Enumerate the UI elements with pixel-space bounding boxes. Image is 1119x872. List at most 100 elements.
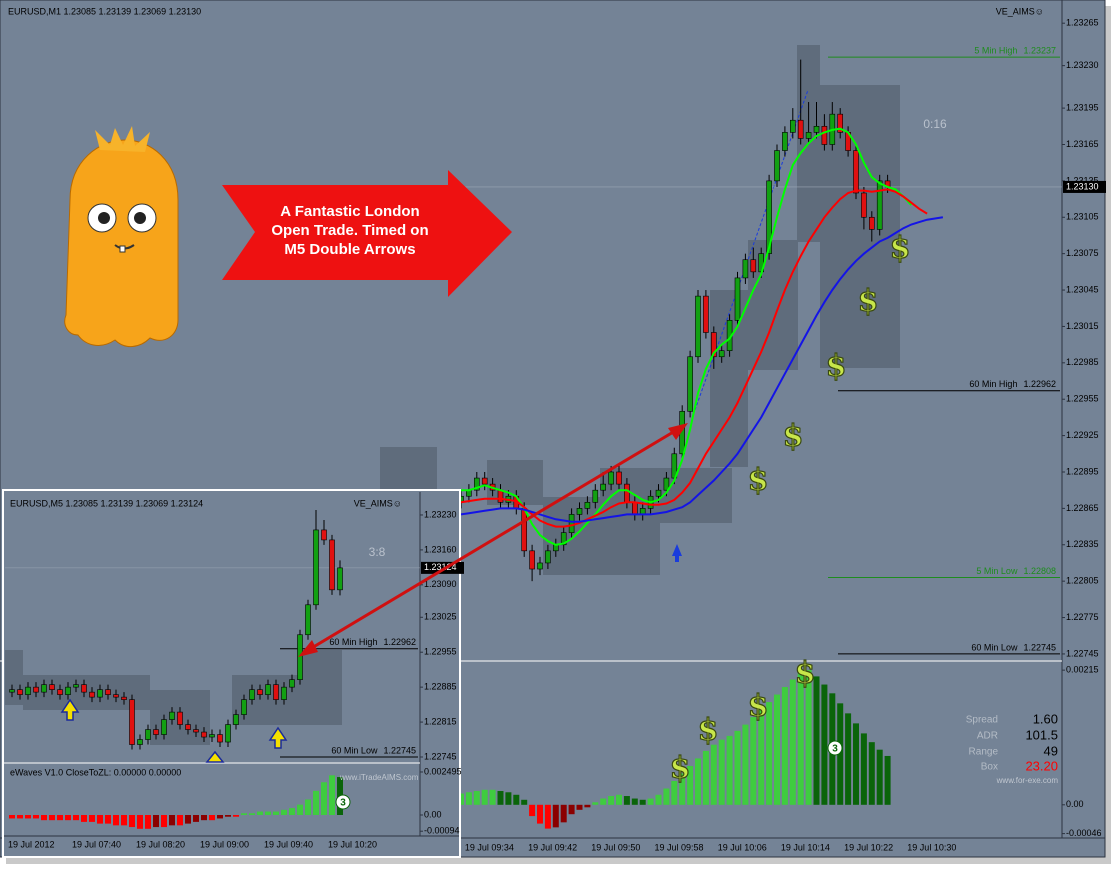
histogram-bar <box>169 815 175 826</box>
y-tick-label: 1.22745 <box>424 751 457 761</box>
candle-body <box>73 684 79 688</box>
box <box>380 447 437 493</box>
histogram-bar <box>750 717 757 805</box>
stat-value: 101.5 <box>1025 727 1058 742</box>
y-tick-label: 1.22955 <box>424 647 457 657</box>
histogram-bar <box>481 789 488 805</box>
y-tick-label: 1.23075 <box>1066 248 1099 258</box>
y-tick-label: 0.00 <box>424 809 442 819</box>
indicator-name: VE_AIMS☺ <box>996 6 1044 16</box>
histogram-bar <box>513 794 520 805</box>
candle-body <box>249 689 255 700</box>
y-tick-label: 1.23230 <box>424 509 457 519</box>
candle-body <box>137 739 143 745</box>
histogram-bar <box>521 799 528 805</box>
y-tick-label: 1.22805 <box>1066 576 1099 586</box>
y-tick-label: 1.22775 <box>1066 612 1099 622</box>
level-label: 5 Min Low <box>976 566 1018 576</box>
candle-body <box>49 684 55 690</box>
x-tick-label: 19 Jul 10:06 <box>718 842 767 852</box>
histogram-bar <box>608 796 615 805</box>
monster-hair <box>95 126 150 152</box>
ma-line <box>461 127 913 546</box>
stats: Spread 1.60 ADR 101.5 Range 49 Box 23.20… <box>966 711 1059 785</box>
candle-body <box>687 356 693 412</box>
wave-label: 3 <box>832 744 838 755</box>
stat-label: Box <box>981 762 998 773</box>
histogram-bar <box>9 815 15 819</box>
histogram-bar <box>281 809 287 815</box>
candle-body <box>718 350 725 358</box>
candle-body <box>241 699 247 715</box>
candle-body <box>337 567 343 591</box>
histogram-bar <box>702 750 709 805</box>
histogram-bar <box>766 702 773 805</box>
level-label: 60 Min High <box>329 637 377 647</box>
candle-body <box>33 686 39 693</box>
timer: 3:8 <box>369 545 386 559</box>
histogram-bar <box>89 815 95 822</box>
candle-body <box>273 684 279 700</box>
monster-body <box>64 139 179 347</box>
candle-body <box>655 489 662 497</box>
candle-body <box>616 471 622 485</box>
histogram-bar <box>616 794 622 805</box>
candle-body <box>233 714 239 725</box>
histogram-bar <box>249 813 255 815</box>
candle-body <box>560 532 567 546</box>
dollar-icon: $ <box>795 656 816 691</box>
indicator-name: VE_AIMS☺ <box>354 498 402 508</box>
histogram-bar <box>225 815 231 817</box>
callout-text: Open Trade. Timed on <box>271 222 428 239</box>
wave-label: 3 <box>340 798 346 809</box>
histogram-bar <box>153 815 159 828</box>
session-boxes <box>380 45 900 575</box>
level-value: 1.22745 <box>383 745 416 755</box>
dollar-icon: $ <box>698 713 719 748</box>
level-value: 1.22962 <box>1023 379 1056 389</box>
arrow-up <box>672 544 682 562</box>
candle-body <box>97 689 103 698</box>
candle-body <box>113 694 119 698</box>
candle-body <box>797 119 804 139</box>
level-label: 60 Min High <box>969 379 1017 389</box>
dollar-icon: $ <box>670 751 691 786</box>
histogram-bar <box>568 804 575 815</box>
dollar-icon: $ <box>748 689 769 724</box>
candle-body <box>861 192 867 218</box>
histogram-bar <box>257 811 263 815</box>
histogram-bar <box>726 735 733 805</box>
histogram-bar <box>789 679 796 805</box>
candle-body <box>742 259 749 279</box>
candle-body <box>868 216 875 230</box>
level-label: 60 Min Low <box>331 745 378 755</box>
candle-body <box>129 699 135 745</box>
histogram-bar <box>497 791 504 805</box>
level-label: 5 Min High <box>974 46 1017 56</box>
candle-body <box>782 132 788 151</box>
level-value: 1.22808 <box>1023 566 1056 576</box>
histogram-bar <box>631 798 638 805</box>
y-tick-label: 1.22955 <box>1066 394 1099 404</box>
current-price: 1.23130 <box>1066 181 1099 191</box>
y-tick-label: 1.22865 <box>1066 503 1099 513</box>
histogram-bar <box>297 804 303 815</box>
monster <box>64 126 179 347</box>
candle-body <box>329 539 335 591</box>
candle-body <box>257 689 263 695</box>
arrow-up <box>205 750 225 763</box>
candle-body <box>521 508 528 552</box>
histogram-bar <box>105 815 111 824</box>
candle-body <box>105 689 111 695</box>
candle-body <box>710 332 717 358</box>
histogram-bar <box>529 804 536 817</box>
histogram-bar <box>217 815 223 819</box>
histogram-bar <box>663 788 670 805</box>
histogram-bar <box>821 684 828 805</box>
candle-body <box>321 529 327 541</box>
chart-title: EURUSD,M1 1.23085 1.23139 1.23069 1.2313… <box>8 6 201 16</box>
candle-body <box>265 684 271 695</box>
histogram-bar <box>774 694 780 805</box>
histogram-bar <box>113 815 119 826</box>
candle-body <box>185 724 191 730</box>
